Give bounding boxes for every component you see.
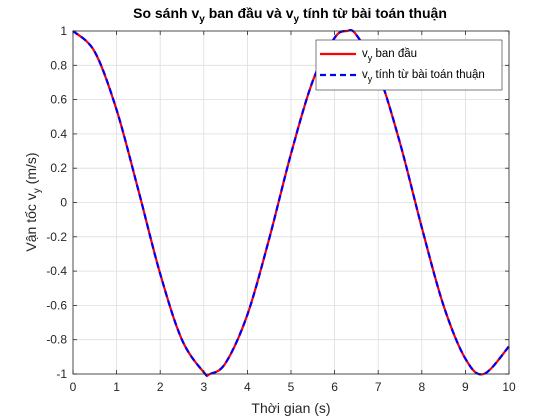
series-lines — [72, 29, 510, 377]
y-tick-label: -0.4 — [46, 264, 67, 278]
x-tick-label: 9 — [462, 380, 469, 394]
legend2-sub: y — [368, 74, 373, 84]
x-tick-label: 8 — [418, 380, 425, 394]
chart-title: So sánh vy ban đầu và vy tính từ bài toá… — [133, 5, 447, 25]
y-tick-label: -1 — [56, 367, 67, 381]
ylabel-sub: y — [32, 188, 43, 193]
x-tick-labels: 0 1 2 3 4 5 6 7 8 9 10 — [70, 380, 516, 394]
x-tick-label: 0 — [70, 380, 77, 394]
y-tick-labels: -1 -0.8 -0.6 -0.4 -0.2 0 0.2 0.4 0.6 0.8 1 — [46, 24, 67, 381]
y-axis-label: Vận tốc vy (m/s) — [23, 152, 43, 251]
y-tick-label: -0.8 — [46, 333, 67, 347]
title-middle: ban đầu và v — [205, 5, 294, 21]
title-sub2: y — [294, 14, 300, 25]
y-tick-label: 1 — [60, 24, 67, 38]
x-tick-label: 7 — [375, 380, 382, 394]
y-tick-label: -0.6 — [46, 298, 67, 312]
legend-label-series-2: vy tính từ bài toán thuận — [362, 69, 485, 84]
legend2-suffix: tính từ bài toán thuận — [372, 69, 485, 81]
x-tick-label: 5 — [288, 380, 295, 394]
x-tick-label: 2 — [157, 380, 164, 394]
y-tick-label: 0.8 — [50, 58, 67, 72]
title-sub1: y — [199, 14, 205, 25]
x-tick-label: 4 — [244, 380, 251, 394]
x-tick-label: 1 — [113, 380, 120, 394]
legend1-suffix: ban đầu — [372, 48, 417, 60]
ylabel-suffix: (m/s) — [23, 152, 39, 188]
ylabel-prefix: Vận tốc v — [23, 193, 39, 251]
legend-box — [315, 39, 503, 91]
y-tick-label: 0.2 — [50, 161, 67, 175]
title-suffix: tính từ bài toán thuận — [299, 5, 447, 21]
title-prefix: So sánh v — [133, 5, 199, 21]
legend1-sub: y — [368, 53, 373, 63]
x-tick-label: 6 — [331, 380, 338, 394]
series-line-2 — [72, 29, 510, 377]
legend1-prefix: v — [362, 48, 368, 60]
y-tick-label: 0.6 — [50, 93, 67, 107]
x-tick-label: 3 — [200, 380, 207, 394]
legend-label-series-1: vy ban đầu — [362, 48, 417, 63]
legend2-prefix: v — [362, 69, 368, 81]
y-tick-label: -0.2 — [46, 230, 67, 244]
x-axis-label: Thời gian (s) — [251, 400, 330, 416]
tick-marks — [72, 30, 510, 375]
y-tick-label: 0.4 — [50, 127, 67, 141]
y-tick-label: 0 — [60, 196, 67, 210]
x-tick-label: 10 — [502, 380, 516, 394]
legend: vy ban đầu vy tính từ bài toán thuận — [315, 39, 503, 91]
